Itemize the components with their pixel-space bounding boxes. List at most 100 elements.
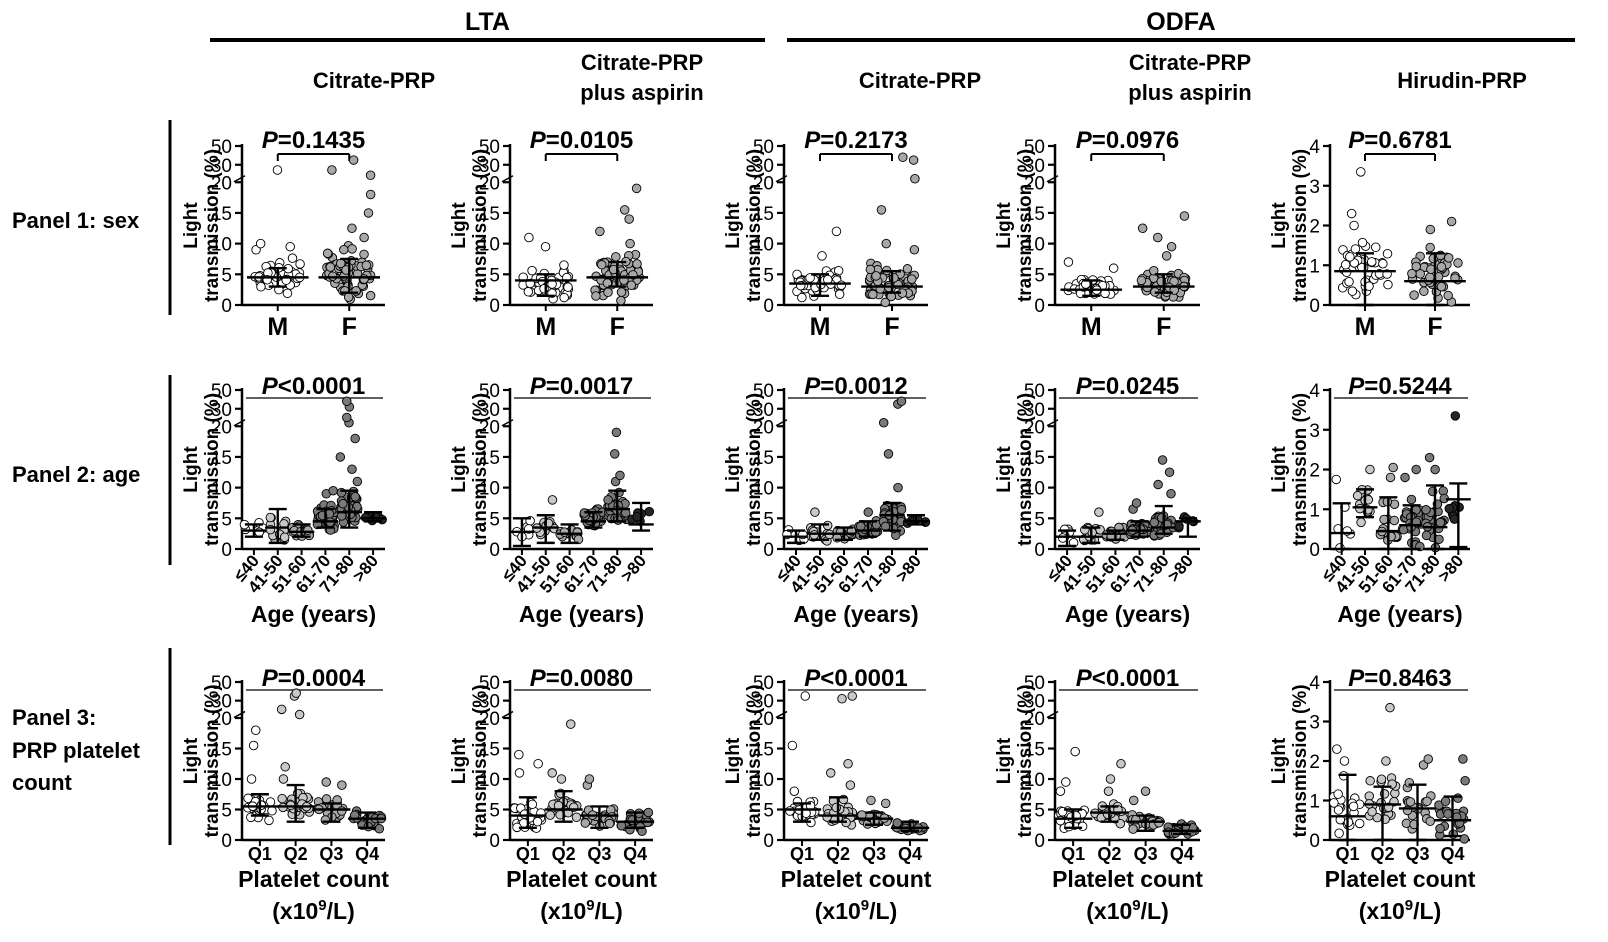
data-point — [602, 278, 613, 288]
data-point — [365, 189, 376, 200]
y-tick-label: 30 — [753, 692, 774, 713]
data-point — [1405, 797, 1416, 807]
data-point — [291, 688, 301, 698]
data-point — [609, 449, 620, 459]
data-point — [1149, 517, 1160, 528]
data-point — [1140, 786, 1151, 796]
y-tick-label: 30 — [211, 400, 232, 421]
data-point — [881, 238, 891, 249]
data-point — [294, 709, 305, 720]
y-tick-label: 10 — [479, 479, 500, 500]
x-tick-label: Q4 — [355, 844, 379, 864]
y-tick-label: 50 — [753, 137, 774, 158]
p-value-symbol: P — [804, 373, 821, 400]
data-point — [559, 292, 569, 303]
x-tick-label: M — [1081, 313, 1102, 341]
data-point — [866, 795, 876, 806]
y-tick-label: 10 — [211, 235, 232, 256]
y-tick-label: 50 — [753, 381, 774, 402]
data-point — [908, 155, 919, 165]
x-title-line2: (x109/L) — [1086, 897, 1169, 924]
x-tick-label: Q3 — [587, 844, 611, 864]
data-point — [325, 262, 336, 272]
y-tick-label: 30 — [1024, 692, 1045, 713]
data-point — [1352, 490, 1363, 501]
data-point — [831, 802, 841, 813]
data-point — [527, 265, 537, 276]
x-tick-label: Q3 — [1405, 844, 1429, 864]
data-point — [322, 248, 333, 259]
x-tick-label: Q3 — [862, 844, 886, 864]
x-tick-label: Q2 — [1097, 844, 1121, 864]
data-point — [1365, 464, 1375, 475]
data-point — [611, 252, 621, 262]
y-tick-label: 5 — [221, 801, 232, 822]
p-value-number: =0.8463 — [1364, 665, 1451, 692]
data-point — [295, 259, 305, 269]
y-title-line1: Light — [994, 202, 1015, 249]
y-tick-label: 0 — [221, 831, 232, 852]
p-value-symbol: P — [262, 127, 279, 154]
x-tick-label: Q1 — [516, 844, 540, 864]
y-tick-label: 0 — [489, 540, 500, 561]
y-tick-label: 5 — [1034, 265, 1045, 286]
data-point — [868, 289, 878, 300]
y-tick-label: 5 — [763, 265, 774, 286]
x-title-line1: Platelet count — [1325, 866, 1476, 892]
y-tick-label: 0 — [1309, 540, 1320, 561]
data-point — [863, 507, 873, 517]
y-tick-label: 4 — [1309, 381, 1320, 402]
data-point — [1450, 411, 1461, 421]
unit-part: /L) — [327, 898, 355, 924]
data-point — [626, 280, 637, 291]
y-tick-label: 15 — [1024, 740, 1045, 761]
y-title-line2: transmission (%) — [470, 393, 491, 546]
data-point — [1058, 533, 1068, 543]
data-point — [880, 798, 891, 809]
y-tick-label: 30 — [211, 692, 232, 713]
y-tick-label: 20 — [211, 173, 232, 194]
data-point — [1157, 455, 1168, 465]
unit-superscript: 9 — [1405, 897, 1413, 914]
x-tick-label: Q1 — [1335, 844, 1359, 864]
y-tick-label: 10 — [753, 770, 774, 791]
y-tick-label: 30 — [1024, 156, 1045, 177]
y-tick-label: 5 — [763, 509, 774, 530]
p-value-number: <0.0001 — [820, 665, 907, 692]
y-tick-label: 1 — [1309, 500, 1320, 521]
data-point — [797, 292, 807, 303]
data-point — [1334, 828, 1344, 838]
y-title-line2: transmission (%) — [470, 149, 491, 302]
y-tick-label: 50 — [211, 673, 232, 694]
data-point — [327, 165, 337, 175]
y-tick-label: 20 — [211, 417, 232, 438]
data-point — [817, 251, 827, 261]
y-title-line1: Light — [1269, 446, 1290, 493]
p-value: P=0.8463 — [1348, 665, 1451, 692]
x-title-line2: (x109/L) — [815, 897, 898, 924]
unit-part: (x10 — [1086, 898, 1132, 924]
data-point — [1174, 521, 1184, 531]
p-value-symbol: P — [1348, 373, 1365, 400]
data-point — [277, 793, 287, 804]
y-tick-label: 0 — [763, 540, 774, 561]
y-tick-label: 0 — [763, 296, 774, 317]
data-point — [320, 815, 331, 825]
unit-part: (x10 — [815, 898, 861, 924]
data-point — [1421, 505, 1431, 515]
y-tick-label: 5 — [1034, 801, 1045, 822]
data-point — [616, 295, 626, 306]
data-point — [559, 260, 569, 270]
data-point — [1421, 530, 1432, 541]
data-point — [256, 800, 267, 810]
y-tick-label: 50 — [1024, 381, 1045, 402]
axis-break-mark — [775, 419, 788, 427]
data-point — [359, 249, 369, 260]
data-point — [1409, 290, 1419, 300]
data-point — [265, 512, 276, 523]
data-point — [255, 238, 266, 249]
y-title-line1: Light — [181, 446, 202, 493]
data-point — [1382, 249, 1393, 259]
